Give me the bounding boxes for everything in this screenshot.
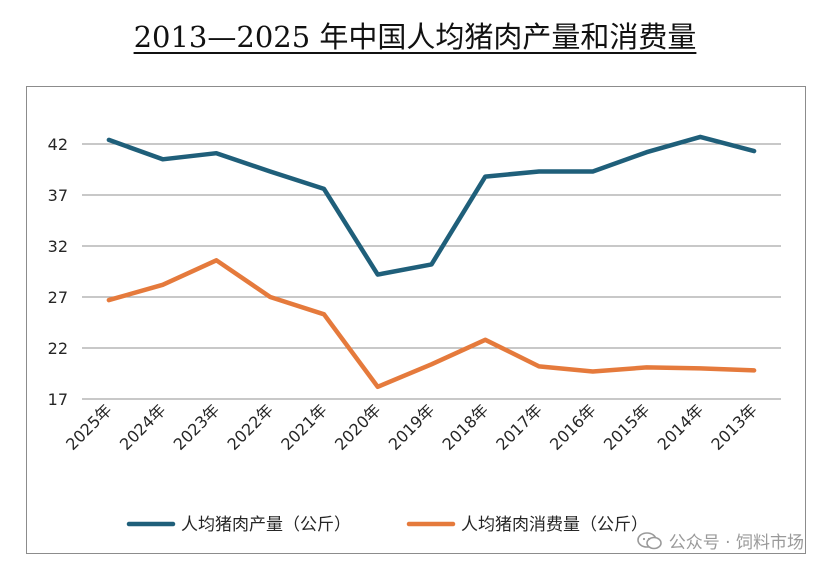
chart-title: 2013—2025 年中国人均猪肉产量和消费量 xyxy=(133,20,697,54)
line-chart: 17 22 27 32 37 42 2025年 2024年 2023年 2022年 2021年 202… xyxy=(48,134,781,535)
y-tick-label: 32 xyxy=(48,237,68,256)
x-tick-label: 2020年 xyxy=(331,400,385,454)
y-tick-label: 42 xyxy=(48,135,68,154)
series-line xyxy=(106,134,757,277)
legend-label: 人均猪肉消费量（公斤） xyxy=(461,515,648,535)
chart-area: 17 22 27 32 37 42 2025年 2024年 2023年 2022年 2021年 202… xyxy=(26,86,806,554)
y-tick-label: 17 xyxy=(48,390,68,409)
x-tick-label: 2014年 xyxy=(654,400,708,454)
y-tick-label: 22 xyxy=(48,339,68,358)
x-tick-label: 2015年 xyxy=(600,400,654,454)
series-line xyxy=(106,258,757,390)
legend-label: 人均猪肉产量（公斤） xyxy=(181,515,351,535)
wechat-icon xyxy=(636,531,662,549)
x-tick-label: 2013年 xyxy=(707,400,761,454)
x-tick-label: 2016年 xyxy=(546,400,600,454)
x-tick-label: 2023年 xyxy=(170,400,224,454)
x-tick-label: 2019年 xyxy=(385,400,439,454)
x-tick-label: 2022年 xyxy=(223,400,277,454)
x-tick-label: 2024年 xyxy=(116,400,170,454)
watermark-text: 公众号 · 饲料市场 xyxy=(668,533,804,553)
x-tick-label: 2025年 xyxy=(62,400,116,454)
x-tick-label: 2021年 xyxy=(277,400,331,454)
x-tick-label: 2018年 xyxy=(439,400,493,454)
y-tick-label: 37 xyxy=(48,186,68,205)
y-tick-label: 27 xyxy=(48,288,68,307)
watermark: 公众号 · 饲料市场 xyxy=(636,528,804,553)
x-tick-label: 2017年 xyxy=(492,400,546,454)
